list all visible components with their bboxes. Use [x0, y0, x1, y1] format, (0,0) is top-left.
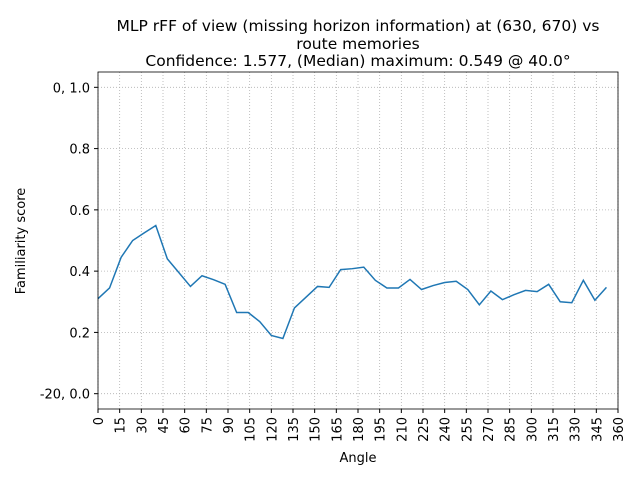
x-tick-label: 210: [395, 417, 410, 442]
y-tick-label: -20, 0.0: [40, 388, 90, 403]
x-tick-label: 345: [590, 417, 605, 442]
x-tick-label: 285: [504, 417, 519, 442]
x-axis-label: Angle: [340, 451, 377, 466]
x-tick-label: 90: [222, 417, 237, 434]
y-tick-label: 0.2: [69, 326, 90, 341]
y-tick-label: 0.8: [69, 143, 90, 158]
chart-title: Confidence: 1.577, (Median) maximum: 0.5…: [145, 52, 570, 70]
x-tick-label: 30: [135, 417, 150, 434]
y-tick-label: 0.4: [69, 265, 90, 280]
data-line: [97, 224, 608, 340]
x-tick-label: 135: [287, 417, 302, 442]
x-tick-label: 15: [114, 417, 129, 434]
x-tick-label: 120: [265, 417, 280, 442]
x-tick-label: 165: [330, 417, 345, 442]
x-tick-label: 255: [460, 417, 475, 442]
chart-title: MLP rFF of view (missing horizon informa…: [117, 17, 600, 35]
x-tick-label: 180: [352, 417, 367, 442]
x-tick-label: 195: [374, 417, 389, 442]
y-tick-label: 0, 1.0: [53, 81, 90, 96]
x-tick-label: 330: [569, 417, 584, 442]
x-tick-label: 225: [417, 417, 432, 442]
x-tick-label: 315: [547, 417, 562, 442]
x-tick-label: 300: [525, 417, 540, 442]
x-tick-label: 60: [179, 417, 194, 434]
x-tick-label: 75: [200, 417, 215, 434]
x-tick-label: 0: [92, 417, 107, 425]
x-tick-label: 105: [244, 417, 259, 442]
chart-title: route memories: [296, 35, 419, 53]
plot-frame: [97, 71, 619, 410]
x-tick-label: 240: [439, 417, 454, 442]
x-tick-label: 150: [309, 417, 324, 442]
x-tick-label: 270: [482, 417, 497, 442]
y-axis-label: Familiarity score: [14, 188, 29, 295]
x-tick-label: 45: [157, 417, 172, 434]
x-tick-label: 360: [612, 417, 627, 442]
y-tick-label: 0.6: [69, 204, 90, 219]
